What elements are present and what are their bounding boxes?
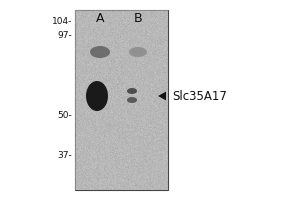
Ellipse shape (86, 81, 108, 111)
Polygon shape (158, 92, 166, 100)
Ellipse shape (90, 46, 110, 58)
Text: Slc35A17: Slc35A17 (172, 90, 227, 102)
Ellipse shape (127, 88, 137, 94)
Text: 104-: 104- (52, 18, 72, 26)
Text: 50-: 50- (57, 112, 72, 120)
Ellipse shape (127, 97, 137, 103)
Text: 37-: 37- (57, 152, 72, 160)
Text: B: B (134, 12, 142, 25)
Text: 97-: 97- (57, 31, 72, 40)
Bar (75, 10, 168, 190)
Ellipse shape (129, 47, 147, 57)
Text: A: A (96, 12, 104, 25)
